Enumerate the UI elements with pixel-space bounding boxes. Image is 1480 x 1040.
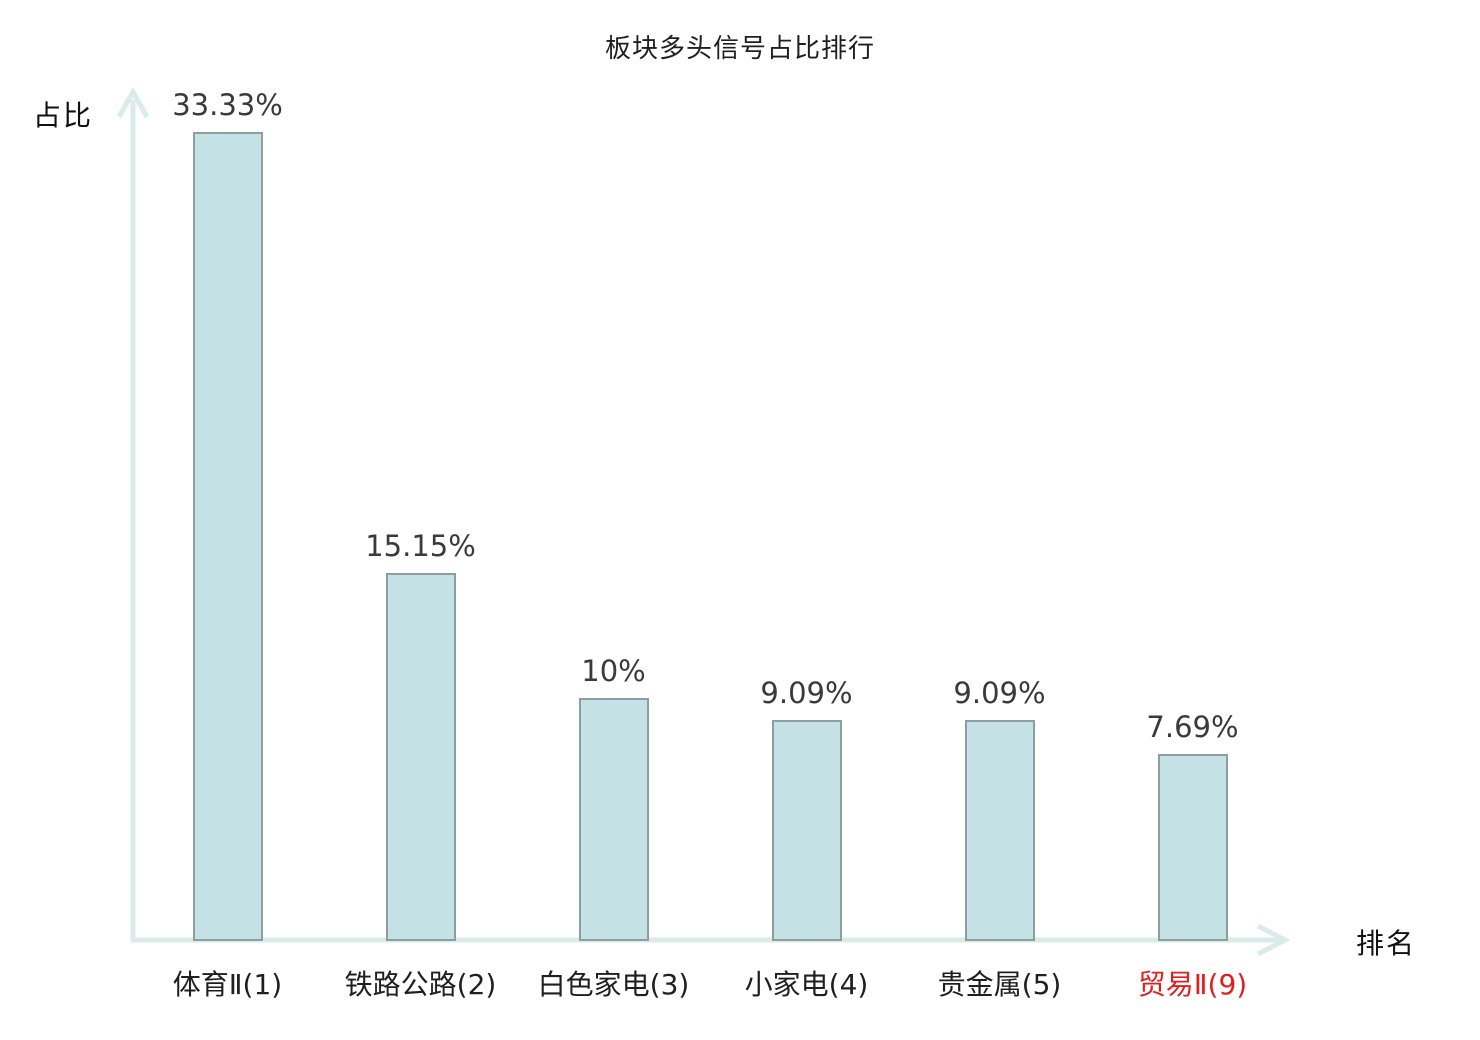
x-category-label: 铁路公路(2) bbox=[344, 968, 497, 1001]
bar-value-label: 9.09% bbox=[953, 676, 1046, 710]
x-category-label: 白色家电(3) bbox=[537, 968, 690, 1001]
bar-value-label: 9.09% bbox=[760, 676, 853, 710]
y-axis-title: 占比 bbox=[33, 99, 94, 132]
bar bbox=[578, 698, 649, 941]
x-category-label: 体育Ⅱ(1) bbox=[172, 968, 283, 1001]
x-category-label: 贵金属(5) bbox=[937, 968, 1062, 1001]
x-category-label: 贸易Ⅱ(9) bbox=[1137, 968, 1248, 1001]
bar bbox=[192, 132, 263, 941]
bar bbox=[964, 720, 1035, 941]
bar-value-label: 33.33% bbox=[172, 88, 283, 122]
x-axis-title: 排名 bbox=[1356, 927, 1417, 960]
bar bbox=[1157, 754, 1228, 941]
x-category-label: 小家电(4) bbox=[744, 968, 869, 1001]
bar-value-label: 10% bbox=[581, 654, 646, 688]
chart-title: 板块多头信号占比排行 bbox=[604, 34, 875, 64]
bar bbox=[385, 573, 456, 941]
bar-value-label: 15.15% bbox=[365, 529, 476, 563]
plot-area: 33.33% 15.15% 10% 9.09% 9.09% 7.69% bbox=[131, 88, 1289, 941]
bar bbox=[771, 720, 842, 941]
bar-value-label: 7.69% bbox=[1146, 710, 1239, 744]
